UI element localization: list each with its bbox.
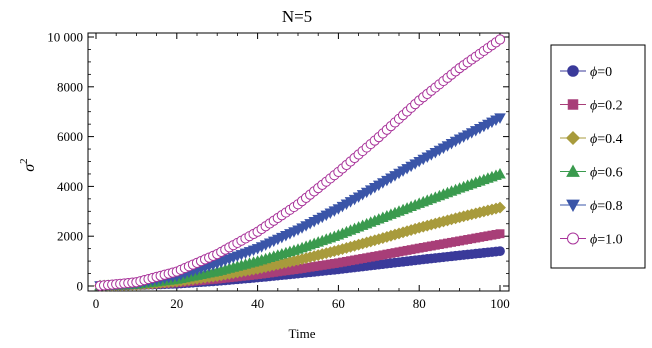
legend-marker xyxy=(566,164,580,177)
svg-text:σ2: σ2 xyxy=(18,158,38,171)
x-tick-label: 60 xyxy=(332,296,345,311)
x-axis-ticks: 0 20 40 60 80 100 xyxy=(93,33,510,311)
y-axis-ticks: 0 2000 4000 6000 8000 10 000 xyxy=(47,30,509,294)
x-axis-title: Time xyxy=(289,326,316,341)
legend-marker xyxy=(566,199,580,212)
data-point xyxy=(494,34,506,45)
y-tick-label: 2000 xyxy=(57,229,83,244)
y-tick-label: 4000 xyxy=(57,179,83,194)
data-point xyxy=(494,201,506,214)
legend-item: ϕ=0 xyxy=(560,65,612,80)
legend: ϕ=0ϕ=0.2ϕ=0.4ϕ=0.6ϕ=0.8ϕ=1.0 xyxy=(560,65,623,248)
legend-label: ϕ=0 xyxy=(590,65,612,80)
legend-label-value: =0.6 xyxy=(597,166,622,181)
legend-label: ϕ=0.8 xyxy=(590,199,623,214)
legend-item: ϕ=0.2 xyxy=(560,99,623,114)
legend-label: ϕ=0.2 xyxy=(590,99,623,114)
y-axis-title-superscript: 2 xyxy=(18,158,30,164)
data-point xyxy=(495,229,505,239)
chart-title: N=5 xyxy=(282,7,312,26)
data-point xyxy=(494,168,506,179)
y-axis-title: σ2 xyxy=(18,158,38,171)
legend-label-symbol: ϕ xyxy=(590,65,597,80)
legend-item: ϕ=0.8 xyxy=(560,199,623,214)
legend-marker xyxy=(567,99,579,110)
legend-box xyxy=(550,44,646,269)
plot-frame xyxy=(87,32,510,292)
legend-marker xyxy=(567,232,579,245)
legend-item: ϕ=1.0 xyxy=(560,232,623,248)
legend-label: ϕ=1.0 xyxy=(590,233,623,248)
x-tick-label: 100 xyxy=(490,296,510,311)
series-layer xyxy=(94,34,506,292)
legend-label-symbol: ϕ xyxy=(590,199,597,214)
x-tick-label: 80 xyxy=(413,296,426,311)
x-tick-label: 40 xyxy=(251,296,264,311)
y-tick-label: 6000 xyxy=(57,129,83,144)
legend-label-symbol: ϕ xyxy=(590,132,597,147)
y-tick-label: 10 000 xyxy=(47,30,83,45)
legend-label-value: =0 xyxy=(597,65,612,80)
y-tick-label: 8000 xyxy=(57,79,83,94)
series-5 xyxy=(94,34,506,291)
x-tick-label: 0 xyxy=(93,296,100,311)
legend-label: ϕ=0.4 xyxy=(590,132,623,147)
data-point xyxy=(495,246,505,257)
legend-label-symbol: ϕ xyxy=(590,166,597,181)
legend-item: ϕ=0.4 xyxy=(560,130,623,147)
y-axis-title-base: σ xyxy=(21,163,38,172)
legend-label-symbol: ϕ xyxy=(590,233,597,248)
legend-label-value: =0.4 xyxy=(597,132,622,147)
y-tick-label: 0 xyxy=(77,279,84,294)
legend-marker xyxy=(565,130,581,146)
legend-item: ϕ=0.6 xyxy=(560,164,623,181)
legend-label-symbol: ϕ xyxy=(590,99,597,114)
legend-label: ϕ=0.6 xyxy=(590,166,623,181)
x-tick-label: 20 xyxy=(170,296,183,311)
legend-label-value: =0.8 xyxy=(597,199,622,214)
legend-marker xyxy=(567,65,579,77)
legend-label-value: =1.0 xyxy=(597,233,622,248)
data-point xyxy=(494,113,506,124)
legend-label-value: =0.2 xyxy=(597,99,622,114)
